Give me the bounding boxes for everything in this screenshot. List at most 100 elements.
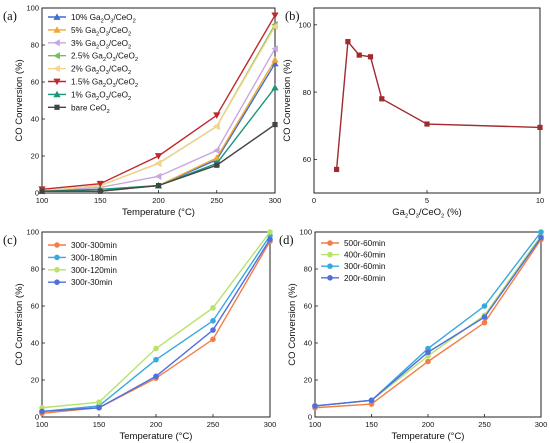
panel-label: (b) <box>285 9 300 23</box>
legend-label-part: O <box>106 78 112 87</box>
legend-label-sub: 3 <box>106 31 109 37</box>
data-point <box>367 54 374 60</box>
legend-label: 1% Ga2O3/CeO2 <box>71 90 131 102</box>
legend-label-part: 5% Ga <box>71 26 96 35</box>
x-tick-label: 250 <box>207 420 220 429</box>
data-point <box>379 96 385 102</box>
data-point <box>97 188 103 194</box>
data-point <box>154 153 163 160</box>
y-tick-label: 100 <box>26 4 39 13</box>
legend-label-part: /CeO <box>109 39 128 48</box>
data-point <box>267 229 273 235</box>
legend-label-part: 1.5% Ga <box>71 78 103 87</box>
x-axis-label-part: /CeO <box>419 207 441 218</box>
legend-label-sub: 2 <box>135 57 138 63</box>
series-line <box>335 39 541 170</box>
data-point <box>312 403 318 409</box>
data-point <box>481 319 488 326</box>
y-axis-label: CO Conversion (%) <box>14 59 25 141</box>
y-tick-label: 100 <box>299 228 312 237</box>
x-tick-label: 300 <box>269 196 282 205</box>
legend-marker <box>327 240 333 246</box>
y-tick-label: 0 <box>35 189 39 198</box>
x-axis-label-part: (%) <box>444 207 461 218</box>
x-tick-label: 100 <box>309 420 322 429</box>
x-tick-label: 150 <box>365 420 378 429</box>
y-tick-label: 60 <box>304 302 312 311</box>
x-axis-label: Ga2O3/CeO2 (%) <box>392 207 461 220</box>
panel-label: (a) <box>3 9 17 23</box>
x-axis-label-part: Ga <box>392 207 405 218</box>
data-point <box>96 180 104 188</box>
legend-marker <box>53 52 60 60</box>
data-point <box>424 121 430 127</box>
x-tick-label: 300 <box>264 420 277 429</box>
data-point <box>155 183 162 189</box>
legend-label: 10% Ga2O3/CeO2 <box>71 13 136 25</box>
legend-label-sub: 2 <box>133 19 136 25</box>
data-point <box>96 399 102 406</box>
legend-label-part: O <box>104 13 110 22</box>
legend-marker <box>54 254 60 261</box>
data-point <box>271 12 279 19</box>
legend-marker <box>54 267 60 273</box>
legend-label-sub: 2 <box>103 57 106 63</box>
legend-label: 200r-60min <box>344 274 386 283</box>
x-tick-label: 250 <box>478 420 491 429</box>
y-tick-label: 100 <box>26 228 39 237</box>
legend-marker <box>54 242 60 248</box>
y-tick-label: 0 <box>35 413 39 422</box>
legend-label-sub: 3 <box>106 96 109 102</box>
legend-marker <box>53 26 61 33</box>
legend-label-part: 3% Ga <box>71 39 96 48</box>
data-point <box>271 59 279 67</box>
y-axis-label: CO Conversion (%) <box>14 283 25 365</box>
legend-label-sub: 2 <box>128 31 131 37</box>
legend-label-part: O <box>99 26 105 35</box>
y-tick-label: 40 <box>304 339 312 348</box>
x-tick-label: 200 <box>152 196 165 205</box>
legend-label-sub: 3 <box>106 70 109 76</box>
x-axis-label: Temperature (°C) <box>122 207 195 218</box>
data-point <box>154 172 162 180</box>
x-tick-label: 0 <box>312 196 316 205</box>
legend-marker <box>327 251 333 258</box>
legend-label-sub: 2 <box>128 96 131 102</box>
y-tick-label: 80 <box>304 265 312 274</box>
x-axis-label-sub: 3 <box>416 214 419 220</box>
x-tick-label: 5 <box>425 196 429 205</box>
legend-label-part: /CeO <box>109 65 128 74</box>
data-point <box>153 356 159 363</box>
data-point <box>210 305 216 311</box>
data-point <box>356 52 362 58</box>
data-point <box>368 397 375 404</box>
data-point <box>154 159 162 167</box>
legend-label-sub: 3 <box>112 57 115 63</box>
x-axis-label-sub: 2 <box>405 214 408 220</box>
legend-label-sub: 2 <box>96 70 99 76</box>
legend-label-part: O <box>99 90 105 99</box>
legend-label-sub: 2 <box>128 44 131 50</box>
legend-label: 3% Ga2O3/CeO2 <box>71 39 131 51</box>
legend-label-part: /CeO <box>113 13 132 22</box>
y-tick-label: 60 <box>31 302 39 311</box>
legend-label: 2% Ga2O3/CeO2 <box>71 65 131 77</box>
legend-label-sub: 2 <box>128 70 131 76</box>
y-tick-label: 20 <box>31 376 39 385</box>
data-point <box>210 336 216 343</box>
legend-label-sub: 2 <box>96 44 99 50</box>
x-tick-label: 150 <box>93 420 106 429</box>
legend-label: 500r-60min <box>344 239 386 248</box>
x-tick-label: 100 <box>36 196 49 205</box>
legend-label-part: /CeO <box>116 78 135 87</box>
legend-label-part: bare CeO <box>71 103 107 112</box>
legend-label-part: O <box>99 39 105 48</box>
y-tick-label: 60 <box>31 78 39 87</box>
data-point <box>267 236 273 243</box>
data-point <box>345 39 351 45</box>
legend-label: 5% Ga2O3/CeO2 <box>71 26 131 38</box>
legend-label: 300r-30min <box>71 278 113 287</box>
y-tick-label: 20 <box>304 376 312 385</box>
legend-label: 2.5% Ga2O3/CeO2 <box>71 52 138 64</box>
